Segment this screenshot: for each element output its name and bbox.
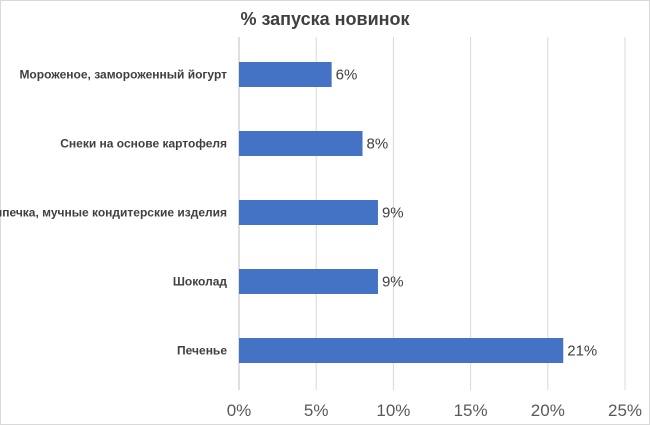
bar <box>239 338 564 363</box>
category-label: Снеки на основе картофеля <box>60 137 227 151</box>
x-tick-label: 0% <box>227 401 252 420</box>
bar <box>239 269 378 294</box>
bar <box>239 131 363 156</box>
x-tick-label: 10% <box>376 401 410 420</box>
data-label: 9% <box>382 274 404 291</box>
data-label: 9% <box>382 205 404 222</box>
x-tick-label: 5% <box>304 401 329 420</box>
category-label: Шоколад <box>173 275 228 289</box>
bars <box>239 62 564 363</box>
x-tick-label: 20% <box>531 401 565 420</box>
data-label: 21% <box>567 343 597 360</box>
bar <box>239 62 332 87</box>
chart-title: % запуска новинок <box>240 9 410 29</box>
category-label: Печенье <box>177 344 227 358</box>
data-label: 6% <box>336 67 358 84</box>
category-label: Мороженое, замороженный йогурт <box>19 68 227 82</box>
bar <box>239 200 378 225</box>
category-label: Выпечка, мучные кондитерские изделия <box>0 206 227 220</box>
labels: 0% 5% 10% 15% 20% 25% Мороженое, замороженный … <box>0 67 642 421</box>
x-tick-label: 25% <box>608 401 642 420</box>
x-tick-label: 15% <box>454 401 488 420</box>
data-label: 8% <box>367 136 389 153</box>
